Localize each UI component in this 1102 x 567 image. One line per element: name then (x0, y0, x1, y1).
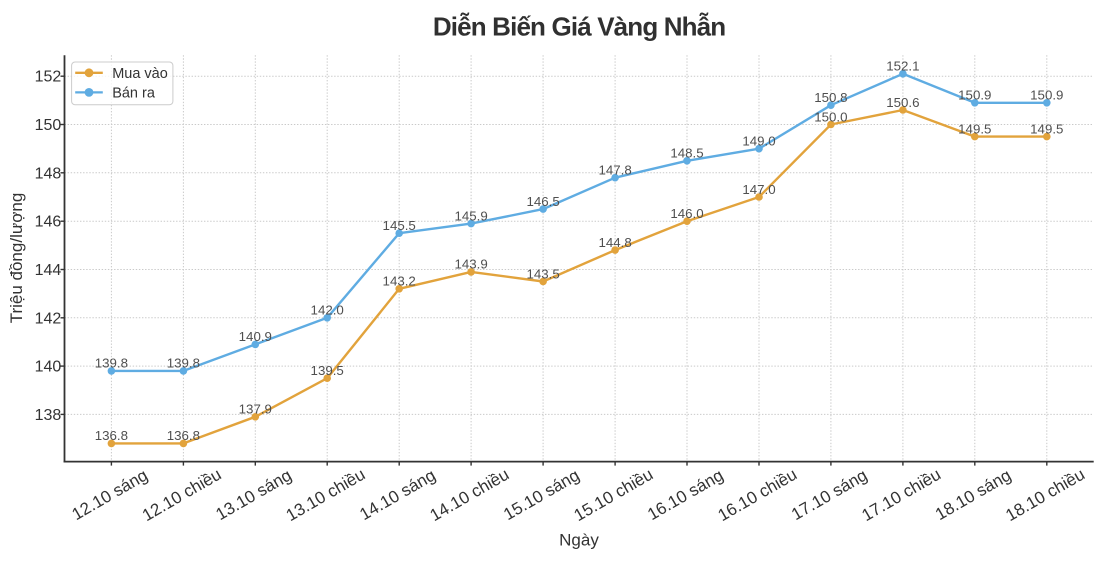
svg-text:148: 148 (35, 165, 62, 182)
svg-text:148.5: 148.5 (670, 146, 703, 161)
svg-text:Triệu đồng/lượng: Triệu đồng/lượng (7, 193, 26, 324)
svg-text:144: 144 (35, 262, 62, 279)
svg-text:147.8: 147.8 (598, 163, 631, 178)
svg-text:136.8: 136.8 (167, 428, 200, 443)
svg-text:146.0: 146.0 (670, 206, 703, 221)
svg-text:144.8: 144.8 (598, 235, 631, 250)
svg-text:Diễn Biến Giá Vàng Nhẫn: Diễn Biến Giá Vàng Nhẫn (433, 12, 726, 42)
svg-text:139.8: 139.8 (167, 356, 200, 371)
svg-text:149.5: 149.5 (1030, 121, 1063, 136)
svg-text:137.9: 137.9 (239, 402, 272, 417)
svg-text:149.0: 149.0 (742, 134, 775, 149)
svg-text:139.8: 139.8 (95, 356, 128, 371)
svg-text:150.0: 150.0 (814, 109, 847, 124)
svg-text:150.8: 150.8 (814, 90, 847, 105)
svg-text:142.0: 142.0 (311, 303, 344, 318)
svg-text:143.9: 143.9 (454, 257, 487, 272)
svg-text:150.6: 150.6 (886, 95, 919, 110)
svg-text:139.5: 139.5 (311, 363, 344, 378)
svg-text:140: 140 (35, 359, 62, 376)
svg-text:150.9: 150.9 (958, 88, 991, 103)
svg-text:Mua vào: Mua vào (112, 66, 168, 82)
svg-text:136.8: 136.8 (95, 428, 128, 443)
svg-text:146.5: 146.5 (526, 194, 559, 209)
svg-text:143.2: 143.2 (383, 274, 416, 289)
svg-text:142: 142 (35, 310, 62, 327)
svg-text:145.9: 145.9 (454, 208, 487, 223)
svg-text:150.9: 150.9 (1030, 88, 1063, 103)
svg-text:145.5: 145.5 (383, 218, 416, 233)
svg-text:152.1: 152.1 (886, 59, 919, 74)
svg-text:146: 146 (35, 214, 62, 231)
svg-text:152: 152 (35, 69, 62, 86)
svg-text:150: 150 (35, 117, 62, 134)
svg-text:149.5: 149.5 (958, 121, 991, 136)
svg-text:138: 138 (35, 407, 62, 424)
svg-text:140.9: 140.9 (239, 329, 272, 344)
svg-text:Ngày: Ngày (559, 531, 599, 550)
svg-text:Bán ra: Bán ra (112, 85, 156, 101)
svg-text:147.0: 147.0 (742, 182, 775, 197)
svg-text:143.5: 143.5 (526, 266, 559, 281)
